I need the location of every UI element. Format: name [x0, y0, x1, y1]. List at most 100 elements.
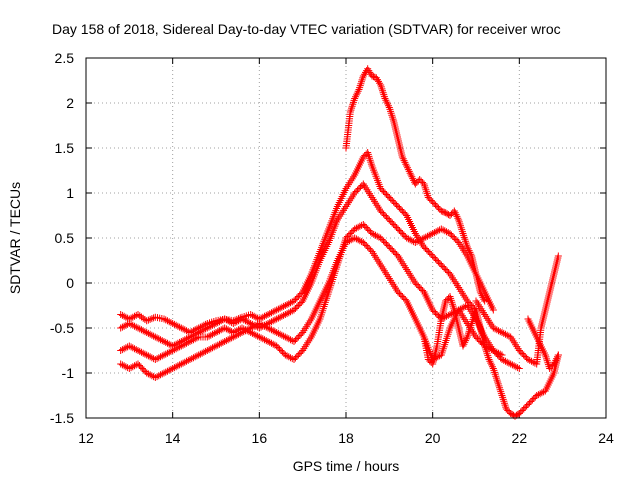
data-point — [222, 316, 230, 324]
data-point — [117, 360, 125, 368]
data-point — [505, 359, 513, 367]
data-point — [397, 228, 405, 236]
data-point — [408, 237, 416, 245]
data-point — [424, 248, 432, 255]
data-point — [436, 260, 444, 267]
data-point — [226, 327, 234, 335]
data-point — [139, 349, 147, 357]
data-point — [364, 243, 372, 251]
data-point — [273, 315, 281, 323]
data-point — [361, 222, 369, 230]
data-point — [357, 78, 365, 86]
data-point — [137, 348, 145, 356]
data-point — [181, 326, 189, 334]
data-point — [366, 156, 374, 164]
data-point — [296, 332, 304, 339]
data-point — [379, 87, 387, 95]
data-point — [498, 392, 506, 399]
data-point — [276, 345, 284, 353]
data-point — [400, 231, 408, 239]
data-point — [459, 230, 467, 237]
data-point — [207, 322, 215, 330]
data-point — [238, 329, 246, 336]
data-point — [439, 226, 447, 234]
data-point — [189, 336, 197, 344]
data-point — [515, 347, 523, 354]
plot-frame — [85, 57, 607, 419]
data-point — [382, 240, 390, 248]
data-point — [536, 390, 544, 398]
data-point — [362, 242, 370, 249]
data-point — [375, 77, 382, 85]
data-point — [274, 329, 282, 337]
data-point — [165, 318, 173, 326]
data-point — [457, 224, 465, 232]
data-point — [494, 380, 502, 388]
data-point — [381, 212, 389, 219]
data-point — [429, 198, 437, 206]
data-point — [384, 102, 392, 110]
data-point — [273, 306, 281, 314]
data-point — [377, 207, 385, 215]
data-point — [463, 243, 471, 251]
data-point — [241, 317, 249, 325]
data-point — [385, 194, 393, 201]
data-point — [240, 328, 248, 336]
data-point — [177, 342, 185, 350]
y-tick-label: -1 — [62, 365, 75, 381]
data-point — [151, 333, 159, 341]
data-point — [493, 326, 501, 334]
data-point — [381, 239, 389, 246]
data-point — [148, 315, 156, 323]
x-tick-label: 18 — [338, 430, 354, 446]
data-point — [118, 361, 126, 369]
x-tick-label: 14 — [165, 430, 181, 446]
data-point — [356, 183, 364, 191]
data-point — [151, 356, 159, 363]
data-point — [117, 324, 125, 332]
data-point — [365, 67, 373, 75]
data-point — [259, 321, 267, 329]
data-point — [430, 308, 438, 315]
data-point — [217, 326, 225, 334]
data-point — [155, 335, 163, 343]
data-point — [348, 104, 356, 112]
x-tick-label: 20 — [425, 430, 441, 446]
data-point — [495, 382, 503, 390]
data-point — [364, 65, 372, 73]
series-track-8 — [524, 315, 562, 372]
data-point — [393, 224, 401, 231]
data-point — [496, 350, 504, 358]
data-point — [418, 235, 426, 243]
data-point — [378, 209, 386, 216]
data-point — [245, 319, 253, 327]
data-point — [144, 352, 152, 360]
data-point — [444, 311, 452, 319]
data-point — [462, 302, 470, 310]
data-point — [243, 318, 251, 326]
data-point — [502, 405, 510, 413]
data-point — [553, 355, 561, 363]
data-point — [203, 347, 211, 354]
data-point — [146, 315, 154, 323]
data-point — [165, 366, 173, 374]
data-point — [399, 155, 407, 163]
data-point — [283, 310, 291, 318]
data-point — [357, 80, 365, 88]
data-point — [394, 203, 402, 210]
data-point — [434, 227, 442, 235]
data-point — [434, 204, 442, 212]
data-point — [388, 111, 396, 119]
data-point — [148, 372, 156, 380]
data-point — [176, 361, 184, 369]
data-point — [257, 314, 265, 322]
data-point — [397, 206, 405, 213]
data-point — [448, 300, 456, 308]
data-point — [195, 351, 203, 359]
data-point — [266, 319, 274, 327]
data-point — [170, 364, 178, 372]
data-point — [349, 100, 357, 108]
data-point — [269, 340, 277, 348]
data-point — [461, 237, 469, 245]
data-point — [458, 226, 466, 234]
